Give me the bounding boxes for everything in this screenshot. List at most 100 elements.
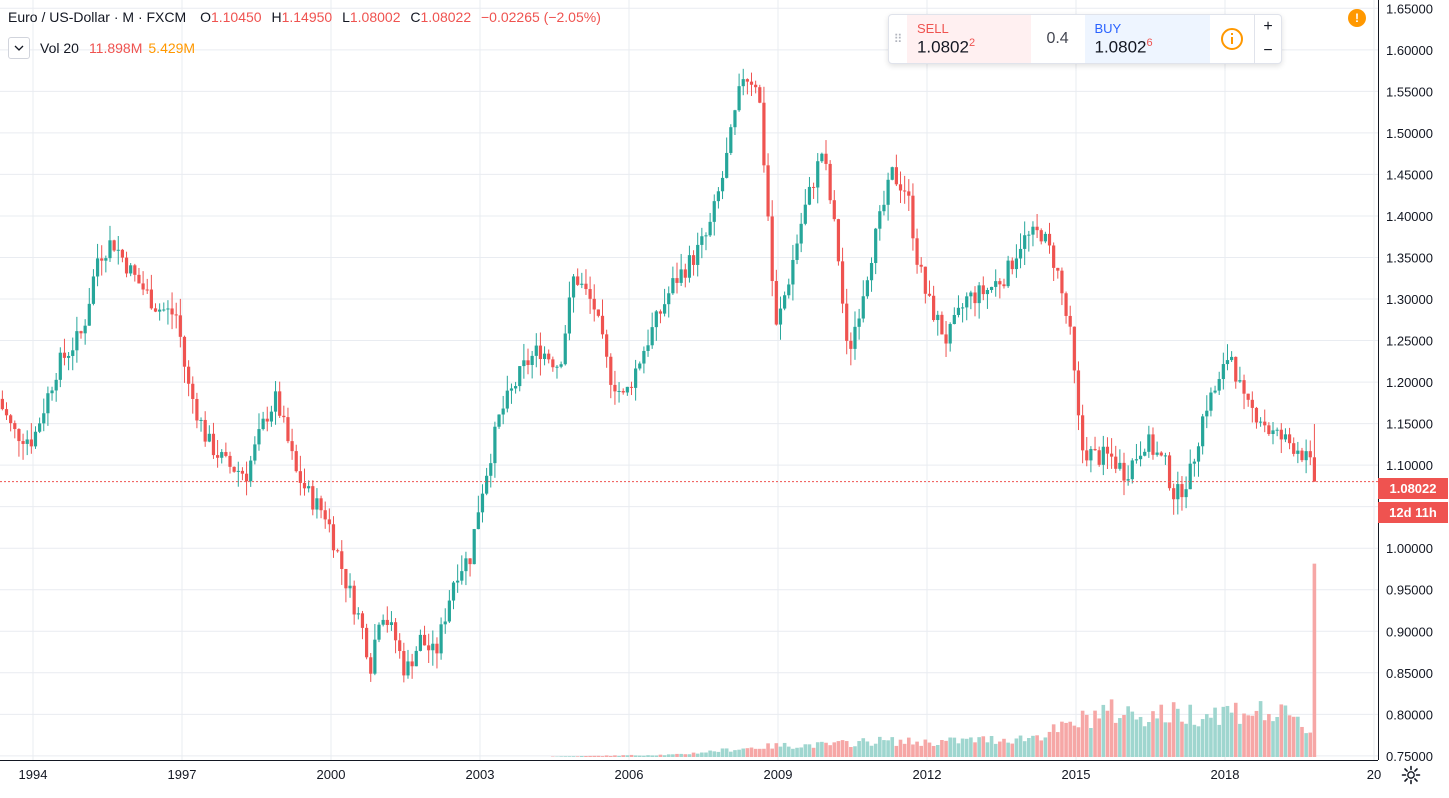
candle-body (733, 110, 737, 128)
candle-body (398, 640, 402, 652)
price-axis[interactable] (1378, 0, 1449, 760)
open-value: 1.10450 (210, 9, 262, 25)
volume-bar (1047, 731, 1052, 757)
candle-body (944, 334, 948, 344)
volume-bar (625, 755, 630, 757)
candle-body (62, 352, 67, 358)
sell-button[interactable]: SELL 1.08022 (906, 15, 1031, 63)
candle-body (613, 384, 617, 392)
candle-body (1118, 462, 1122, 469)
candle-body (79, 331, 83, 334)
candle-body (42, 413, 46, 424)
candle-body (919, 264, 923, 267)
candle-body (244, 473, 249, 482)
drag-handle-icon[interactable]: ⠿ (893, 32, 903, 46)
chart-settings-button[interactable] (1396, 762, 1426, 788)
volume-indicator-label[interactable]: Vol 20 (40, 40, 79, 56)
candle-body (969, 292, 973, 297)
candle-body (87, 303, 91, 326)
volume-bar (1242, 713, 1246, 757)
candle-body (998, 281, 1002, 285)
volume-ma-value: 5.429M (148, 40, 196, 56)
volume-bar (1089, 727, 1093, 757)
candle-body (385, 619, 389, 626)
candle-body (224, 452, 228, 456)
candle-body (191, 383, 195, 399)
volume-bar (811, 747, 816, 757)
candle-body (770, 216, 774, 282)
candle-body (71, 350, 75, 356)
candle-body (162, 309, 166, 311)
info-button[interactable] (1210, 15, 1254, 63)
price-tick-label: 0.80000 (1386, 707, 1433, 722)
candle-body (336, 550, 340, 552)
candle-body (1221, 364, 1225, 380)
candle-body (1109, 453, 1114, 457)
candle-body (762, 102, 766, 166)
high-value: 1.14950 (281, 9, 333, 25)
candle-body (1263, 421, 1267, 426)
candle-body (642, 350, 646, 364)
candle-body (977, 285, 981, 304)
candle-body (741, 79, 745, 87)
candle-body (480, 493, 485, 513)
candle-body (617, 390, 621, 392)
candle-body (1126, 479, 1130, 481)
candle-body (576, 276, 580, 285)
volume-bar (571, 756, 576, 757)
volume-bar (1188, 704, 1193, 757)
candle-body (1267, 425, 1271, 435)
increase-button[interactable]: + (1263, 18, 1273, 35)
decrease-button[interactable]: − (1263, 42, 1273, 59)
candle-body (638, 363, 642, 369)
volume-bar (1300, 726, 1304, 757)
volume-bar (948, 737, 952, 757)
bar-countdown-tag: 12d 11h (1378, 502, 1448, 523)
volume-bar (1221, 706, 1226, 757)
alert-icon[interactable]: ! (1348, 9, 1366, 27)
buy-sell-panel: ⠿ SELL 1.08022 0.4 BUY 1.08026 + − (888, 14, 1282, 64)
candle-body (91, 276, 96, 304)
candle-body (509, 388, 514, 391)
volume-bar (1192, 724, 1197, 757)
candle-body (1246, 393, 1250, 400)
candle-body (940, 314, 944, 335)
candle-body (501, 408, 505, 415)
candle-body (95, 258, 100, 277)
candle-body (1308, 451, 1312, 458)
price-tick-label: 1.45000 (1386, 167, 1433, 182)
volume-bar (844, 741, 849, 757)
interval-label[interactable]: M (122, 9, 135, 25)
volume-bar (1225, 705, 1230, 757)
candle-body (625, 386, 629, 393)
volume-bar (911, 744, 915, 757)
candle-body (460, 571, 464, 581)
volume-bar (588, 755, 592, 757)
candle-body (431, 643, 435, 651)
candle-body (989, 286, 994, 291)
buy-button[interactable]: BUY 1.08026 (1084, 15, 1211, 63)
candle-body (389, 622, 394, 626)
candle-body (236, 470, 240, 472)
buy-label: BUY (1094, 21, 1122, 36)
candle-body (783, 295, 787, 309)
candle-body (758, 87, 762, 103)
volume-bar (712, 751, 717, 757)
collapse-indicators-button[interactable] (8, 37, 30, 59)
candle-body (551, 359, 555, 368)
candle-body (1271, 430, 1275, 435)
volume-bar (824, 742, 828, 757)
candle-body (729, 127, 733, 153)
symbol-name[interactable]: Euro / US-Dollar (8, 9, 110, 25)
candle-body (393, 622, 398, 641)
candle-body (104, 258, 108, 261)
volume-bar (989, 735, 994, 757)
volume-bar (1002, 738, 1006, 757)
candle-body (973, 292, 977, 304)
candle-body (675, 278, 679, 283)
candle-body (915, 238, 919, 265)
candle-body (240, 470, 245, 474)
candle-body (195, 398, 199, 421)
candle-body (211, 433, 216, 456)
